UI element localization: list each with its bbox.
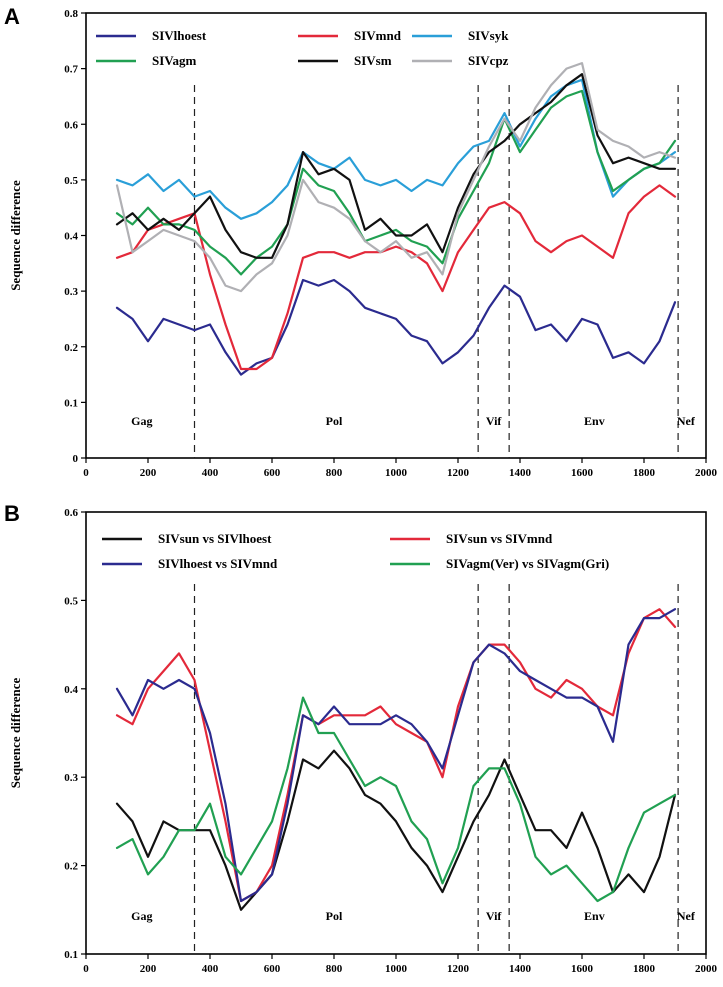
y-tick-label: 0.5 [64, 175, 78, 187]
region-label-nef: Nef [677, 909, 696, 923]
y-tick-label: 0.5 [64, 595, 78, 607]
x-tick-label: 1000 [385, 467, 408, 479]
x-tick-label: 1200 [447, 963, 470, 975]
legend-label-sivagm-ver-vs-sivagm-gri: SIVagm(Ver) vs SIVagm(Gri) [446, 556, 609, 571]
panel-letter-b: B [4, 501, 20, 526]
y-tick-label: 0.3 [64, 286, 78, 298]
y-tick-label: 0.4 [64, 231, 78, 243]
x-tick-label: 1600 [571, 963, 594, 975]
x-tick-label: 400 [202, 467, 219, 479]
legend-label-sivmnd: SIVmnd [354, 28, 402, 43]
x-tick-label: 1400 [509, 963, 532, 975]
x-tick-label: 600 [264, 963, 281, 975]
series-line-sivsun-vs-sivmnd [115, 608, 677, 903]
series-line-sivmnd [115, 184, 677, 371]
x-tick-label: 1600 [571, 467, 594, 479]
series-line-sivagm [115, 89, 677, 276]
region-label-pol: Pol [326, 414, 343, 428]
y-tick-label: 0.6 [64, 507, 78, 519]
panel-a: A 0 200 400 600 800 1000 1200 1400 1600 1800 2000 0… [4, 4, 718, 479]
y-tick-label: 0.7 [64, 64, 78, 76]
legend-label-sivsyk: SIVsyk [468, 28, 509, 43]
x-tick-label: 1400 [509, 467, 532, 479]
y-tick-label: 0.2 [64, 342, 78, 354]
x-tick-label: 200 [140, 467, 157, 479]
y-tick-label: 0.1 [64, 397, 78, 409]
x-tick-label: 800 [326, 963, 343, 975]
legend-label-sivcpz: SIVcpz [468, 53, 509, 68]
legend-label-sivlhoest: SIVlhoest [152, 28, 207, 43]
x-tick-label: 200 [140, 963, 157, 975]
region-label-gag: Gag [131, 909, 152, 923]
y-tick-label: 0.2 [64, 861, 78, 873]
x-tick-label: 1800 [633, 963, 656, 975]
region-label-nef: Nef [677, 414, 696, 428]
y-tick-label: 0.3 [64, 772, 78, 784]
region-label-vif: Vif [486, 414, 503, 428]
region-label-gag: Gag [131, 414, 152, 428]
legend-label-sivsun-vs-sivmnd: SIVsun vs SIVmnd [446, 531, 553, 546]
legend-label-sivlhoest-vs-sivmnd: SIVlhoest vs SIVmnd [158, 556, 278, 571]
y-tick-label: 0.1 [64, 949, 78, 961]
x-tick-label: 2000 [695, 963, 718, 975]
series-line-sivcpz [115, 61, 677, 293]
x-tick-label: 1800 [633, 467, 656, 479]
panel-letter-a: A [4, 4, 20, 29]
legend-label-sivagm: SIVagm [152, 53, 196, 68]
legend-label-sivsun-vs-sivlhoest: SIVsun vs SIVlhoest [158, 531, 272, 546]
y-tick-label: 0.8 [64, 8, 78, 20]
x-tick-label: 800 [326, 467, 343, 479]
y-axis-label: Sequence difference [8, 677, 23, 788]
x-tick-label: 600 [264, 467, 281, 479]
x-tick-label: 400 [202, 963, 219, 975]
region-label-env: Env [584, 414, 605, 428]
x-tick-label: 0 [83, 467, 89, 479]
x-tick-label: 1200 [447, 467, 470, 479]
series-line-sivlhoest-vs-sivmnd [115, 608, 677, 903]
y-tick-label: 0 [73, 453, 79, 465]
plot-frame-b [85, 511, 707, 955]
y-tick-label: 0.6 [64, 119, 78, 131]
x-tick-label: 1000 [385, 963, 408, 975]
region-label-env: Env [584, 909, 605, 923]
series-line-sivsyk [115, 78, 677, 220]
series-line-sivsun-vs-sivlhoest [115, 749, 677, 911]
legend-label-sivsm: SIVsm [354, 53, 392, 68]
series-line-sivagm-ver-vs-sivagm-gri [115, 696, 677, 903]
region-label-pol: Pol [326, 909, 343, 923]
region-label-vif: Vif [486, 909, 503, 923]
x-tick-label: 0 [83, 963, 89, 975]
y-tick-label: 0.4 [64, 684, 78, 696]
series-line-sivlhoest [115, 278, 677, 376]
series-line-sivsm [115, 73, 677, 259]
panel-b: B 0 200 400 600 800 1000 1200 1400 1600 1800 2000 0… [4, 501, 718, 975]
y-axis-label: Sequence difference [8, 180, 23, 291]
x-tick-label: 2000 [695, 467, 718, 479]
